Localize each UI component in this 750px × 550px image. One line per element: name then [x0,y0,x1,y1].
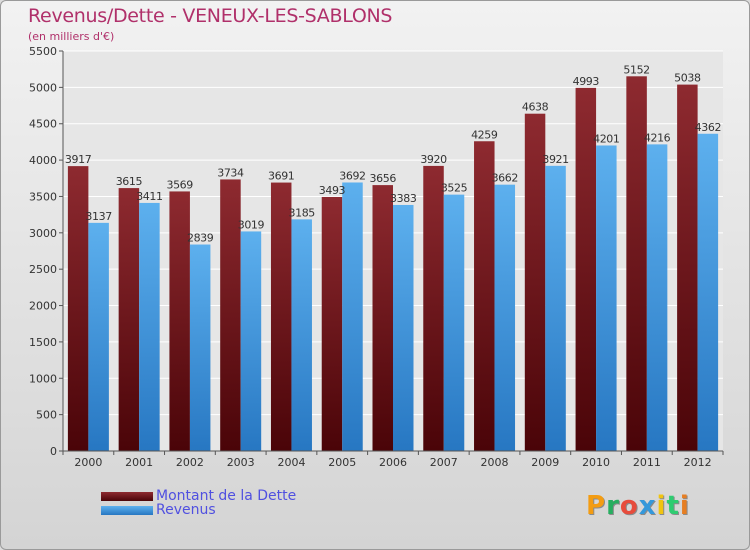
y-tick-label: 2500 [29,263,57,276]
logo-letter: P [586,491,607,521]
proxiti-logo: Proxiti [586,491,690,521]
data-label-dette: 3569 [166,178,193,191]
data-label-revenus: 3525 [441,182,468,195]
bar-revenus [393,204,414,451]
bar-dette [524,113,546,451]
x-tick-label: 2008 [481,456,509,469]
bar-revenus [596,145,617,452]
data-label-revenus: 4216 [644,131,671,144]
data-label-dette: 4993 [573,75,600,88]
x-tick-label: 2010 [582,456,610,469]
y-tick-label: 1500 [29,336,57,349]
logo-letter: i [679,491,690,521]
data-label-dette: 4259 [471,128,498,141]
bar-dette [575,87,597,451]
data-label-dette: 3734 [217,166,244,179]
data-label-revenus: 4362 [695,121,721,134]
bar-dette [169,191,190,451]
y-tick-label: 3000 [29,227,57,240]
data-label-dette: 4638 [522,101,549,114]
legend-label-revenus: Revenus [156,502,216,518]
bar-revenus [443,194,465,452]
bar-dette [220,179,241,451]
bar-revenus [342,182,363,451]
data-label-revenus: 3185 [289,206,316,219]
data-label-revenus: 3411 [136,190,162,203]
x-tick-label: 2000 [74,456,102,469]
bar-dette [118,188,140,451]
legend-item-revenus: Revenus [101,502,216,518]
chart-subtitle: (en milliers d'€) [28,30,115,43]
bar-dette [321,196,343,451]
data-label-dette: 3656 [370,172,397,185]
x-tick-label: 2011 [633,456,661,469]
data-label-revenus: 2839 [187,232,214,245]
y-tick-label: 4000 [29,154,57,167]
bar-dette [677,84,698,451]
legend-swatch-revenus [101,505,153,515]
y-tick-label: 0 [50,445,57,458]
x-tick-label: 2005 [328,456,356,469]
bar-revenus [189,244,211,451]
data-label-dette: 3920 [420,153,447,166]
y-tick-label: 5500 [29,45,57,58]
data-label-revenus: 3383 [390,192,417,205]
y-tick-label: 5000 [29,81,57,94]
bar-dette [423,165,444,451]
data-label-revenus: 3137 [85,210,112,223]
bar-dette [67,166,89,452]
data-label-revenus: 4201 [593,132,619,145]
bar-revenus [240,231,262,451]
bar-revenus [139,202,160,451]
x-tick-label: 2001 [125,456,153,469]
bar-revenus [545,165,566,451]
chart-title: Revenus/Dette - VENEUX-LES-SABLONS [28,5,393,27]
data-label-dette: 5038 [674,72,701,85]
data-label-dette: 3917 [65,153,92,166]
data-label-revenus: 3692 [339,169,365,182]
bar-dette [270,182,292,451]
x-tick-label: 2009 [531,456,559,469]
legend-item-dette: Montant de la Dette [101,488,296,504]
legend-label-dette: Montant de la Dette [156,488,297,504]
bar-revenus [646,144,668,451]
bar-revenus [494,184,516,451]
data-label-dette: 3493 [319,184,346,197]
data-label-revenus: 3019 [238,218,265,231]
logo-letter: t [666,491,680,521]
x-tick-label: 2002 [176,456,204,469]
logo-letter: o [619,491,639,521]
bar-revenus [88,222,109,451]
y-tick-label: 1000 [29,372,57,385]
legend-swatch-dette [101,491,153,501]
bar-dette [626,76,647,452]
bar-dette [372,185,393,452]
x-tick-label: 2004 [277,456,305,469]
y-tick-label: 2000 [29,300,57,313]
logo-letter: x [638,491,657,521]
data-label-dette: 5152 [623,63,649,76]
x-tick-label: 2006 [379,456,407,469]
x-tick-label: 2007 [430,456,458,469]
logo-letter: i [656,491,667,521]
data-label-revenus: 3662 [492,172,518,185]
data-label-dette: 3615 [116,175,143,188]
data-label-dette: 3691 [268,170,294,183]
y-tick-label: 4500 [29,118,57,131]
bar-revenus [697,133,719,451]
bar-revenus [291,219,312,451]
y-tick-label: 3500 [29,190,57,203]
bar-dette [474,141,495,451]
y-tick-label: 500 [36,409,57,422]
x-tick-label: 2003 [227,456,255,469]
x-tick-label: 2012 [684,456,712,469]
data-label-revenus: 3921 [542,153,568,166]
logo-letter: r [606,491,620,521]
